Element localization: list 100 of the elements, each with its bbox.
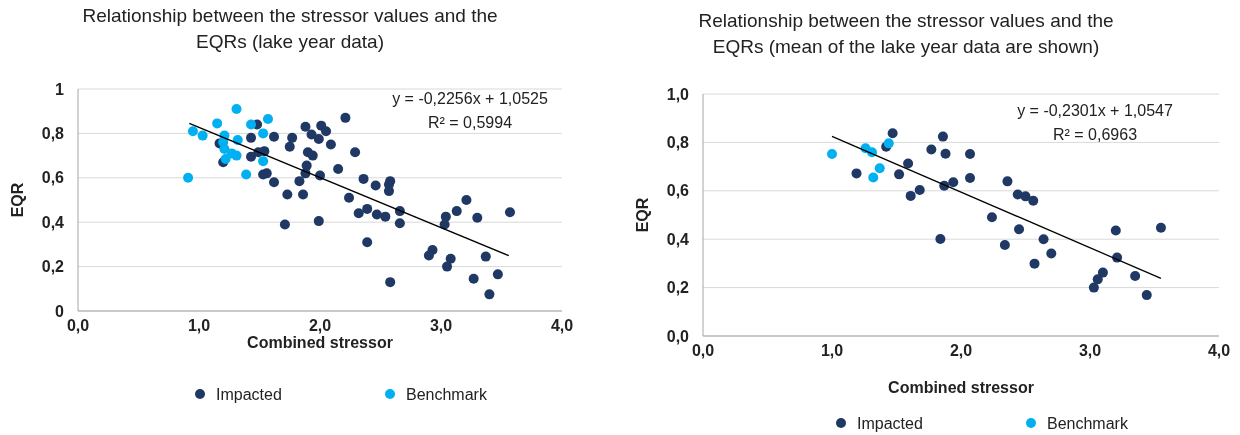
x-tick-label: 3,0 (429, 317, 453, 334)
point (231, 103, 242, 114)
y-axis-title: EQR (634, 197, 651, 233)
point (905, 190, 916, 201)
point (394, 218, 405, 229)
point (926, 144, 937, 155)
annotation: R² = 0,6963 (1052, 126, 1138, 143)
y-tick-label: 1 (55, 80, 65, 98)
y-axis-title: EQR (9, 182, 26, 218)
point (461, 195, 472, 205)
point (344, 192, 355, 203)
point (325, 139, 336, 150)
point (362, 237, 373, 248)
point (1088, 282, 1099, 293)
point (307, 150, 318, 161)
y-tick-label: 0,6 (41, 169, 65, 187)
point (231, 150, 242, 161)
x-tick-label: 1,0 (187, 317, 211, 334)
point (350, 147, 361, 158)
point (484, 289, 495, 300)
point (492, 269, 503, 280)
point (937, 131, 948, 142)
point (187, 126, 198, 137)
x-tick-label: 2,0 (308, 317, 332, 334)
point (851, 168, 862, 179)
point (340, 112, 351, 123)
point (1130, 270, 1141, 281)
y-tick-label: 0,4 (666, 230, 690, 248)
point (468, 273, 479, 284)
point (371, 209, 382, 220)
legend-label: Benchmark (1047, 414, 1129, 432)
point (380, 211, 391, 222)
point (300, 121, 311, 132)
point (1014, 224, 1025, 235)
legend-label: Impacted (216, 385, 282, 403)
point (1092, 274, 1103, 285)
point (965, 149, 976, 160)
point (294, 176, 305, 187)
point (284, 141, 295, 152)
point (887, 128, 898, 139)
point (385, 277, 396, 288)
point (246, 151, 257, 162)
point (197, 130, 208, 141)
point (1046, 248, 1057, 259)
point (827, 149, 837, 160)
point (246, 132, 257, 143)
point (903, 158, 914, 169)
point (1002, 176, 1013, 187)
point (914, 185, 925, 196)
point (353, 208, 364, 219)
point (894, 169, 905, 180)
point (313, 216, 324, 227)
x-tick-label: 4,0 (1207, 342, 1231, 359)
annotation: y = -0,2256x + 1,0525 (392, 90, 548, 107)
x-tick-label: 0,0 (691, 342, 715, 359)
point (383, 186, 394, 197)
point (212, 118, 223, 129)
point (362, 203, 373, 214)
point (282, 189, 293, 200)
point (241, 169, 252, 180)
point (313, 133, 324, 144)
legend-label: Impacted (857, 414, 923, 432)
point (279, 219, 290, 230)
point (480, 251, 491, 262)
x-tick-label: 2,0 (949, 342, 973, 359)
point (1141, 290, 1152, 301)
point (358, 173, 369, 184)
y-tick-label: 0,4 (41, 213, 65, 231)
point (183, 172, 194, 183)
chart-title: Relationship between the stressor values and the EQRs (mean of the lake year data are shown) (698, 10, 1114, 57)
point (423, 250, 434, 261)
point (442, 261, 453, 272)
annotation: y = -0,2301x + 1,0547 (1017, 102, 1173, 119)
point (333, 163, 344, 174)
point (1038, 234, 1049, 245)
y-tick-label: 0 (55, 302, 65, 320)
point (504, 207, 515, 218)
x-tick-label: 0,0 (66, 317, 90, 334)
point (445, 253, 456, 264)
point (868, 172, 879, 183)
point (246, 119, 257, 130)
point (1029, 258, 1040, 269)
point (1020, 191, 1031, 202)
y-tick-label: 0,6 (666, 182, 690, 200)
point (1110, 225, 1121, 236)
point (451, 206, 462, 217)
y-tick-label: 0,8 (41, 125, 65, 142)
legend-label: Benchmark (406, 385, 488, 403)
point (321, 126, 332, 137)
point (1028, 195, 1039, 206)
point (1155, 222, 1166, 233)
point (965, 172, 976, 183)
point (1097, 267, 1108, 278)
x-axis-title: Combined stressor (247, 334, 393, 351)
point (262, 113, 273, 124)
point (258, 128, 269, 139)
point (258, 156, 269, 167)
point (472, 212, 483, 223)
point (298, 189, 309, 200)
y-tick-label: 0,2 (41, 258, 65, 276)
